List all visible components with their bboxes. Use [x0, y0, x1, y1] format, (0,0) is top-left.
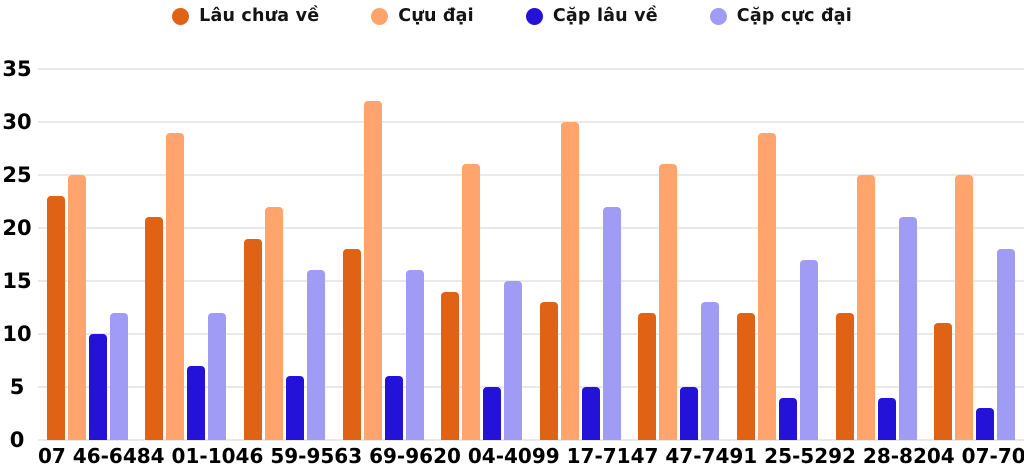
- bar-series-1: [934, 323, 953, 440]
- bar-series-4: [405, 270, 424, 440]
- gridline: [38, 386, 1024, 388]
- bar-series-3: [581, 387, 600, 440]
- bar-series-4: [799, 259, 818, 440]
- x-axis: 07 46-64 84 01-10 46 59-95 63 69-96 20 04-40…: [38, 444, 1024, 468]
- bar-series-3: [877, 397, 896, 440]
- legend-label: Cặp lâu về: [552, 6, 658, 26]
- y-tick-label: 20: [2, 216, 32, 240]
- gridline: [38, 120, 1024, 123]
- bar-series-3: [384, 376, 403, 440]
- bar-series-3: [88, 334, 107, 440]
- bar-group: [728, 69, 827, 440]
- y-tick-label: 15: [2, 269, 32, 293]
- gridline: [38, 173, 1024, 176]
- bar-group: [235, 69, 334, 440]
- bar-series-1: [145, 217, 164, 440]
- bar-group: [925, 69, 1024, 440]
- bar-series-4: [898, 217, 917, 440]
- x-tick-label: 99 17-71: [531, 444, 631, 468]
- bar-series-4: [602, 206, 621, 440]
- bar-series-1: [835, 312, 854, 440]
- bar-series-1: [46, 196, 65, 440]
- bar-series-4: [997, 249, 1016, 440]
- bar-series-3: [976, 408, 995, 440]
- x-tick-label: 47 47-74: [630, 444, 730, 468]
- x-tick-label: 46 59-95: [235, 444, 335, 468]
- y-tick-label: 30: [2, 110, 32, 134]
- bar-series-2: [264, 206, 283, 440]
- legend-item[interactable]: Cặp lâu về: [525, 6, 658, 26]
- bar-series-2: [856, 175, 875, 440]
- gridline: [38, 333, 1024, 335]
- bar-group: [531, 69, 630, 440]
- x-tick-label: 20 04-40: [433, 444, 532, 468]
- legend-label: Cặp cực đại: [736, 6, 852, 26]
- bar-group: [630, 69, 729, 440]
- bar-series-3: [483, 387, 502, 440]
- y-axis: 35 30 25 20 15 10 5 0: [0, 57, 34, 452]
- bar-series-1: [539, 302, 558, 440]
- bar-series-1: [736, 312, 755, 440]
- legend-label: Cựu đại: [398, 6, 474, 26]
- y-tick-label: 5: [9, 375, 25, 399]
- bar-series-1: [342, 249, 361, 440]
- bar-series-2: [955, 175, 974, 440]
- gridline: [38, 227, 1024, 229]
- x-tick-label: 63 69-96: [334, 444, 434, 468]
- y-tick-label: 25: [2, 163, 32, 187]
- bar-series-1: [441, 291, 460, 440]
- legend-item[interactable]: Cặp cực đại: [709, 6, 852, 26]
- bar-series-2: [166, 132, 185, 440]
- y-tick-label: 0: [9, 428, 25, 452]
- legend-swatch-icon: [709, 7, 727, 25]
- gridline: [38, 68, 1024, 70]
- bar-series-3: [680, 387, 699, 440]
- legend-swatch-icon: [172, 7, 190, 25]
- bar-series-2: [659, 164, 678, 440]
- legend-label: Lâu chưa về: [199, 6, 320, 26]
- bar-series-4: [701, 302, 720, 440]
- gridline: [38, 279, 1024, 282]
- y-tick-label: 10: [2, 322, 32, 346]
- bar-series-4: [306, 270, 325, 440]
- bar-series-4: [208, 312, 227, 440]
- y-tick-label: 35: [2, 57, 32, 81]
- x-tick-label: 91 25-52: [729, 444, 829, 468]
- legend-item[interactable]: Cựu đại: [371, 6, 474, 26]
- plot-area: [38, 68, 1024, 441]
- bar-series-3: [285, 376, 304, 440]
- bar-group: [137, 69, 236, 440]
- legend-swatch-icon: [525, 7, 543, 25]
- bar-series-3: [187, 365, 206, 440]
- bar-series-1: [243, 238, 262, 440]
- x-tick-label: 04 07-70: [926, 444, 1024, 468]
- bar-group: [432, 69, 531, 440]
- bar-group: [827, 69, 926, 440]
- bar-series-1: [638, 312, 657, 440]
- chart-legend: Lâu chưa về Cựu đại Cặp lâu về Cặp cực đại: [0, 6, 1024, 26]
- x-tick-label: 92 28-82: [828, 444, 927, 468]
- bar-series-2: [363, 100, 382, 440]
- x-tick-label: 84 01-10: [136, 444, 236, 468]
- bar-groups: [38, 69, 1024, 440]
- legend-item[interactable]: Lâu chưa về: [172, 6, 319, 26]
- bar-series-2: [560, 122, 579, 440]
- bar-group: [334, 69, 433, 440]
- bar-series-4: [504, 281, 523, 440]
- gridline: [38, 439, 1024, 441]
- legend-swatch-icon: [371, 7, 389, 25]
- bar-series-2: [757, 132, 776, 440]
- bar-series-2: [462, 164, 481, 440]
- bar-series-4: [109, 312, 128, 440]
- x-tick-label: 07 46-64: [38, 444, 137, 468]
- bar-group: [38, 69, 137, 440]
- bar-series-2: [67, 175, 86, 440]
- bar-series-3: [778, 397, 797, 440]
